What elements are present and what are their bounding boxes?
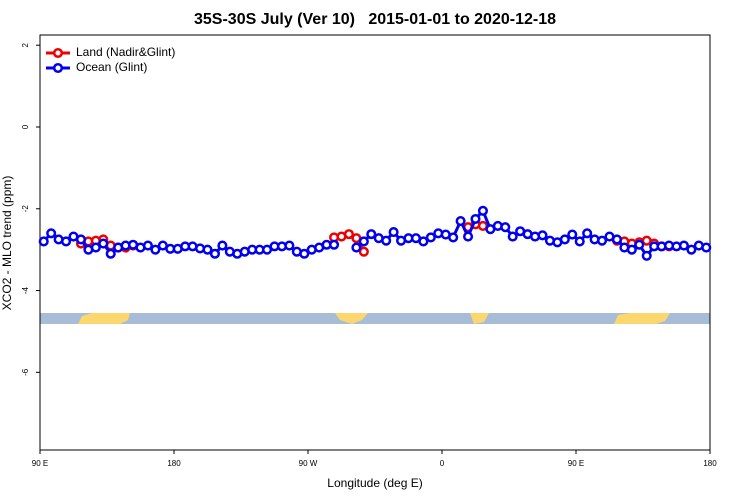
point [61,236,72,247]
point [626,244,637,255]
y-tick-label: -2 [21,205,30,213]
chart-title: 35S-30S July (Ver 10) 2015-01-01 to 2020… [194,11,556,28]
point [46,228,57,239]
x-tick-label: 90 E [568,459,584,468]
legend-label: Land (Nadir&Glint) [76,45,175,59]
point [217,240,228,251]
point [567,229,578,240]
point [634,239,645,250]
point [75,234,86,245]
point [366,229,377,240]
point [611,234,622,245]
y-tick-label: -4 [21,286,30,294]
y-tick-label: -6 [21,368,30,376]
point [150,244,161,255]
point [448,232,459,243]
point [202,244,213,255]
plot-frame [39,34,711,451]
point [343,229,354,240]
point [463,231,474,242]
legend-marker [52,62,64,74]
point [559,234,570,245]
point [507,231,518,242]
point [299,248,310,259]
point [500,222,511,233]
point [381,235,392,246]
x-tick-label: 180 [167,459,181,468]
point [678,240,689,251]
point [98,238,109,249]
point [425,232,436,243]
point [418,236,429,247]
point [105,248,116,259]
legend-label: Ocean (Glint) [76,60,147,74]
point [701,242,712,253]
map-strip [40,313,710,324]
point [470,213,481,225]
x-tick-label: 90 E [32,459,48,468]
point [582,228,593,239]
point [537,230,548,241]
x-tick-label: 0 [440,459,445,468]
point [686,244,697,255]
x-tick-label: 180 [703,459,717,468]
x-tick-label: 90 W [299,459,318,468]
point [209,248,220,259]
point [142,240,153,251]
point [38,236,49,247]
legend-marker [52,47,64,59]
point [574,236,585,247]
point [351,242,362,253]
x-axis-label: Longitude (deg E) [327,476,422,490]
point [90,242,101,253]
y-axis-label: XCO2 - MLO trend (ppm) [0,176,14,311]
point [388,227,399,238]
point [455,215,466,227]
y-tick-label: 0 [21,124,30,129]
point [284,240,295,251]
point [358,246,369,257]
y-tick-label: 2 [21,42,30,47]
point [597,235,608,246]
point [477,205,488,216]
point [358,236,369,247]
point [641,250,652,261]
point [329,239,340,250]
